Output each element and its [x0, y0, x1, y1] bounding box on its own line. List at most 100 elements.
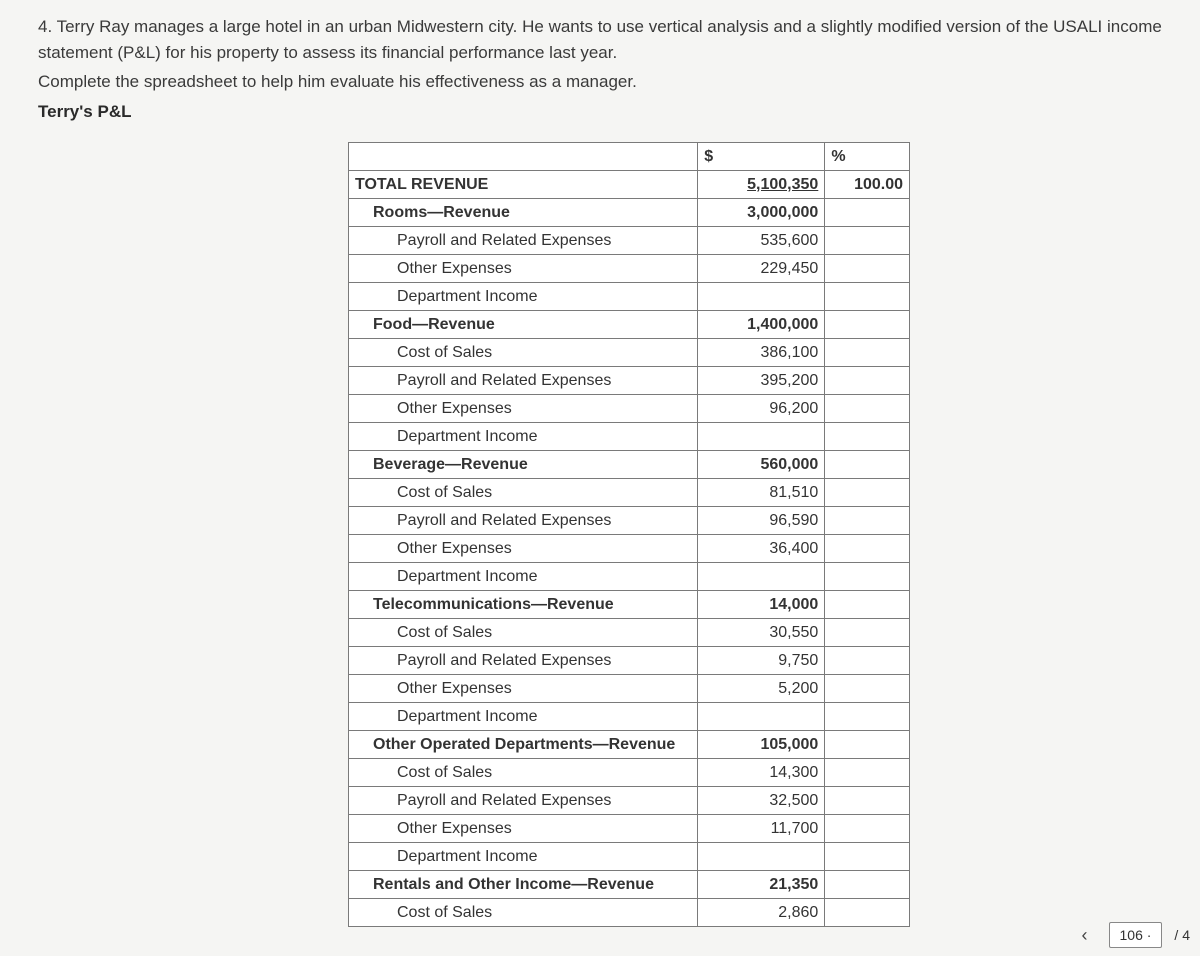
- row-dollar: 2,860: [698, 899, 825, 927]
- header-blank: [349, 143, 698, 171]
- row-label: Beverage—Revenue: [349, 451, 698, 479]
- table-row: Other Expenses229,450: [349, 255, 910, 283]
- row-label: Payroll and Related Expenses: [349, 227, 698, 255]
- row-label: Telecommunications—Revenue: [349, 591, 698, 619]
- table-title: Terry's P&L: [38, 99, 1162, 125]
- row-percent: [825, 563, 910, 591]
- table-row: Rooms—Revenue3,000,000: [349, 199, 910, 227]
- row-label: Cost of Sales: [349, 619, 698, 647]
- row-dollar: [698, 703, 825, 731]
- row-percent: [825, 227, 910, 255]
- table-row: Telecommunications—Revenue14,000: [349, 591, 910, 619]
- table-row: Department Income: [349, 703, 910, 731]
- table-row: Rentals and Other Income—Revenue21,350: [349, 871, 910, 899]
- row-percent: [825, 759, 910, 787]
- row-percent: [825, 311, 910, 339]
- row-percent: [825, 535, 910, 563]
- row-percent: [825, 731, 910, 759]
- row-dollar: 21,350: [698, 871, 825, 899]
- row-label: Other Expenses: [349, 395, 698, 423]
- header-dollar: $: [698, 143, 825, 171]
- row-percent: 100.00: [825, 171, 910, 199]
- row-percent: [825, 199, 910, 227]
- row-dollar: 96,200: [698, 395, 825, 423]
- row-label: Department Income: [349, 283, 698, 311]
- row-dollar: 5,100,350: [698, 171, 825, 199]
- page-number-box[interactable]: 106 ·: [1109, 922, 1163, 948]
- page-total: / 4: [1174, 927, 1190, 943]
- table-row: Food—Revenue1,400,000: [349, 311, 910, 339]
- row-dollar: 3,000,000: [698, 199, 825, 227]
- row-label: Department Income: [349, 703, 698, 731]
- row-dollar: 14,300: [698, 759, 825, 787]
- row-dollar: 32,500: [698, 787, 825, 815]
- table-row: TOTAL REVENUE5,100,350100.00: [349, 171, 910, 199]
- instruction-text: Complete the spreadsheet to help him eva…: [38, 69, 1162, 95]
- row-label: Cost of Sales: [349, 759, 698, 787]
- row-label: Rooms—Revenue: [349, 199, 698, 227]
- table-row: Department Income: [349, 843, 910, 871]
- row-dollar: 535,600: [698, 227, 825, 255]
- question-text: 4. Terry Ray manages a large hotel in an…: [38, 14, 1162, 65]
- table-row: Other Expenses36,400: [349, 535, 910, 563]
- table-row: Payroll and Related Expenses96,590: [349, 507, 910, 535]
- row-label: Payroll and Related Expenses: [349, 787, 698, 815]
- table-row: Other Expenses11,700: [349, 815, 910, 843]
- row-dollar: [698, 843, 825, 871]
- row-label: Cost of Sales: [349, 339, 698, 367]
- header-percent: %: [825, 143, 910, 171]
- row-label: Department Income: [349, 563, 698, 591]
- row-label: Payroll and Related Expenses: [349, 507, 698, 535]
- row-dollar: 9,750: [698, 647, 825, 675]
- row-label: Other Expenses: [349, 535, 698, 563]
- row-percent: [825, 423, 910, 451]
- row-label: Other Expenses: [349, 255, 698, 283]
- row-dollar: 395,200: [698, 367, 825, 395]
- row-label: Other Expenses: [349, 815, 698, 843]
- row-label: Department Income: [349, 843, 698, 871]
- page-nav: ‹ 106 · / 4: [1073, 922, 1191, 948]
- table-row: Cost of Sales2,860: [349, 899, 910, 927]
- row-label: Food—Revenue: [349, 311, 698, 339]
- table-row: Other Operated Departments—Revenue105,00…: [349, 731, 910, 759]
- row-label: Other Operated Departments—Revenue: [349, 731, 698, 759]
- row-percent: [825, 255, 910, 283]
- row-label: Cost of Sales: [349, 479, 698, 507]
- prev-page-icon[interactable]: ‹: [1073, 925, 1097, 946]
- pnl-table-wrap: $ % TOTAL REVENUE5,100,350100.00Rooms—Re…: [348, 142, 910, 927]
- page-number: 106: [1120, 927, 1143, 943]
- row-dollar: [698, 563, 825, 591]
- table-row: Cost of Sales30,550: [349, 619, 910, 647]
- row-percent: [825, 871, 910, 899]
- table-row: Other Expenses96,200: [349, 395, 910, 423]
- row-percent: [825, 787, 910, 815]
- intro-block: 4. Terry Ray manages a large hotel in an…: [38, 14, 1162, 124]
- row-dollar: 5,200: [698, 675, 825, 703]
- row-percent: [825, 451, 910, 479]
- row-label: TOTAL REVENUE: [349, 171, 698, 199]
- row-dollar: 560,000: [698, 451, 825, 479]
- table-row: Department Income: [349, 283, 910, 311]
- row-percent: [825, 647, 910, 675]
- row-percent: [825, 367, 910, 395]
- table-row: Cost of Sales81,510: [349, 479, 910, 507]
- row-label: Payroll and Related Expenses: [349, 647, 698, 675]
- table-row: Payroll and Related Expenses395,200: [349, 367, 910, 395]
- row-dollar: 36,400: [698, 535, 825, 563]
- table-row: Payroll and Related Expenses32,500: [349, 787, 910, 815]
- table-row: Cost of Sales386,100: [349, 339, 910, 367]
- row-dollar: 229,450: [698, 255, 825, 283]
- row-dollar: 81,510: [698, 479, 825, 507]
- pnl-table: $ % TOTAL REVENUE5,100,350100.00Rooms—Re…: [348, 142, 910, 927]
- row-dollar: 14,000: [698, 591, 825, 619]
- row-percent: [825, 395, 910, 423]
- table-header-row: $ %: [349, 143, 910, 171]
- row-percent: [825, 507, 910, 535]
- row-percent: [825, 283, 910, 311]
- table-row: Payroll and Related Expenses535,600: [349, 227, 910, 255]
- row-label: Payroll and Related Expenses: [349, 367, 698, 395]
- row-label: Other Expenses: [349, 675, 698, 703]
- row-percent: [825, 479, 910, 507]
- row-dollar: [698, 423, 825, 451]
- row-dollar: 11,700: [698, 815, 825, 843]
